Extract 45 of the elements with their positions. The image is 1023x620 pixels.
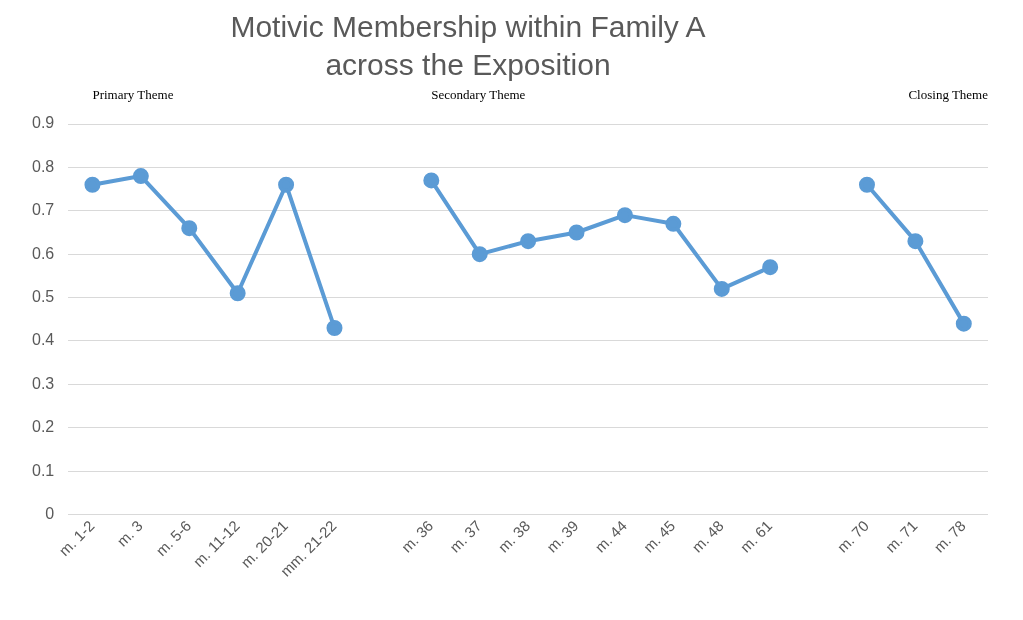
point [616, 207, 633, 224]
y-tick-label: 0.6 [31, 244, 55, 262]
x-tick-label: m. 44 [591, 516, 630, 556]
point [907, 233, 924, 250]
point [713, 280, 730, 297]
text: Secondary Theme [431, 86, 526, 102]
point [229, 285, 246, 302]
x-tick-label: m. 38 [494, 516, 534, 556]
x-tick-label: m. 70 [833, 516, 873, 556]
x-tick-label: m. 78 [930, 516, 969, 556]
y-tick-label: 0.3 [31, 374, 55, 392]
point [84, 176, 101, 193]
y-tick-label: 0.9 [31, 114, 55, 132]
y-tick-label: 0.5 [31, 288, 55, 305]
x-tick-label: m. 48 [688, 516, 727, 556]
y-tick-label: 0 [45, 504, 55, 522]
x-tick-label: m. 36 [397, 516, 437, 556]
x-tick-label: m. 37 [446, 516, 485, 556]
point [278, 176, 295, 193]
point [326, 319, 343, 336]
x-tick-label: m. 1-2 [55, 516, 98, 560]
point [858, 176, 875, 193]
point [471, 246, 488, 263]
x-tick-label: m. 39 [543, 516, 582, 556]
point [132, 168, 149, 185]
text: Closing Theme [908, 86, 989, 102]
x-tick-label: m. 3 [113, 516, 146, 550]
point [181, 220, 198, 237]
x-tick-label: m. 71 [881, 516, 921, 556]
point [520, 233, 537, 250]
point [762, 259, 779, 276]
y-tick-label: 0.1 [31, 461, 55, 479]
y-tick-label: 0.8 [31, 157, 55, 175]
chart-title: Motivic Membership within Family A across the Exposition [229, 9, 707, 83]
x-tick-label: m. 61 [736, 516, 776, 556]
x-tick-label: m. 5-6 [152, 516, 195, 560]
x-tick-label: m. 45 [639, 516, 679, 556]
y-tick-label: 0.2 [31, 418, 55, 436]
y-tick-label: 0.4 [31, 331, 55, 349]
point [568, 224, 585, 241]
y-tick-label: 0.7 [31, 201, 55, 219]
point [423, 172, 440, 189]
point [665, 215, 682, 232]
text: Primary Theme [92, 86, 174, 102]
point [955, 315, 972, 332]
